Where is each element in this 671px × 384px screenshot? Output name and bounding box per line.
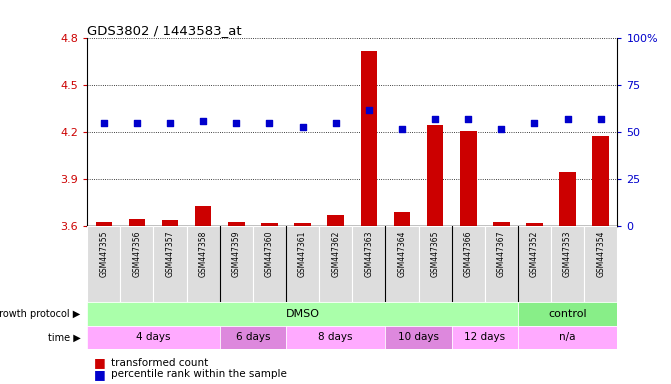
Point (496, 126, 507, 132)
Bar (493, 222, 510, 227)
Bar (286, 227, 319, 301)
Text: 12 days: 12 days (464, 333, 505, 343)
Point (164, 120, 175, 126)
Bar (129, 218, 145, 227)
Text: GSM447354: GSM447354 (597, 230, 605, 276)
Bar (220, 227, 253, 301)
Bar (360, 51, 377, 227)
Text: GSM447365: GSM447365 (431, 230, 440, 276)
Text: transformed count: transformed count (111, 358, 208, 368)
Point (397, 126, 407, 132)
Point (595, 116, 606, 122)
Bar (154, 227, 187, 301)
Bar (452, 326, 518, 349)
Bar (187, 227, 220, 301)
Text: GSM447363: GSM447363 (364, 230, 373, 276)
Bar (286, 326, 385, 349)
Text: GSM447360: GSM447360 (265, 230, 274, 276)
Text: GSM447367: GSM447367 (497, 230, 506, 276)
Point (463, 116, 474, 122)
Bar (419, 227, 452, 301)
Bar (87, 227, 120, 301)
Point (264, 120, 275, 126)
Bar (195, 206, 211, 227)
Text: GSM447364: GSM447364 (397, 230, 407, 276)
Text: GSM447356: GSM447356 (132, 230, 142, 276)
Text: GSM447358: GSM447358 (199, 230, 208, 276)
Point (132, 120, 142, 126)
Text: ■: ■ (94, 368, 109, 381)
Bar (518, 227, 551, 301)
Bar (385, 227, 419, 301)
Bar (518, 301, 617, 326)
Bar (452, 227, 485, 301)
Point (529, 120, 540, 126)
Bar (460, 131, 476, 227)
Bar (87, 326, 220, 349)
Bar (427, 124, 444, 227)
Text: 8 days: 8 days (319, 333, 353, 343)
Bar (385, 326, 452, 349)
Text: GDS3802 / 1443583_at: GDS3802 / 1443583_at (87, 24, 242, 37)
Bar (95, 222, 112, 227)
Point (562, 116, 573, 122)
Text: time ▶: time ▶ (48, 333, 81, 343)
Text: percentile rank within the sample: percentile rank within the sample (111, 369, 287, 379)
Bar (220, 326, 286, 349)
Text: 6 days: 6 days (236, 333, 270, 343)
Bar (526, 223, 543, 227)
Point (364, 107, 374, 113)
Bar (253, 227, 286, 301)
Text: GSM447353: GSM447353 (563, 230, 572, 276)
Text: control: control (548, 309, 587, 319)
Bar (228, 222, 245, 227)
Point (330, 120, 341, 126)
Text: DMSO: DMSO (286, 309, 319, 319)
Bar (560, 172, 576, 227)
Bar (518, 326, 617, 349)
Bar (327, 215, 344, 227)
Bar (120, 227, 154, 301)
Bar (485, 227, 518, 301)
Text: n/a: n/a (560, 333, 576, 343)
Bar (584, 227, 617, 301)
Bar (261, 223, 278, 227)
Text: GSM447357: GSM447357 (166, 230, 174, 276)
Text: GSM447355: GSM447355 (99, 230, 108, 276)
Bar (319, 227, 352, 301)
Bar (352, 227, 385, 301)
Text: 10 days: 10 days (398, 333, 439, 343)
Bar (87, 301, 518, 326)
Bar (295, 223, 311, 227)
Bar (592, 136, 609, 227)
Bar (551, 227, 584, 301)
Point (99, 120, 109, 126)
Bar (162, 220, 178, 227)
Point (198, 118, 209, 124)
Text: GSM447366: GSM447366 (464, 230, 473, 276)
Point (231, 120, 242, 126)
Bar (394, 212, 410, 227)
Point (429, 116, 440, 122)
Text: ■: ■ (94, 356, 109, 369)
Text: GSM447361: GSM447361 (298, 230, 307, 276)
Text: 4 days: 4 days (136, 333, 170, 343)
Text: growth protocol ▶: growth protocol ▶ (0, 309, 81, 319)
Text: GSM447359: GSM447359 (231, 230, 241, 276)
Text: GSM447362: GSM447362 (331, 230, 340, 276)
Point (297, 124, 308, 130)
Text: GSM447352: GSM447352 (530, 230, 539, 276)
